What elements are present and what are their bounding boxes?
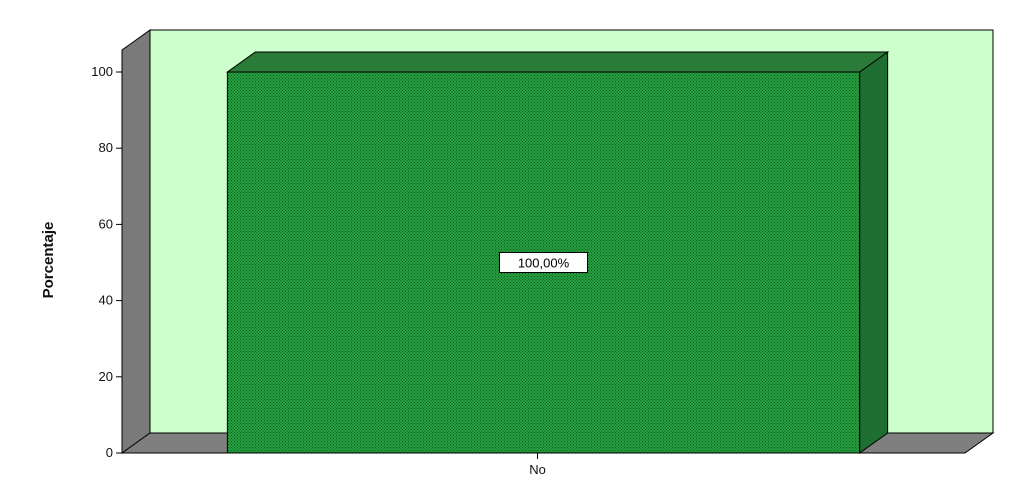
data-label-box <box>499 252 588 273</box>
y-tick-label: 60 <box>99 216 113 231</box>
y-tick-label: 100 <box>91 64 113 79</box>
y-tick-label: 40 <box>99 293 113 308</box>
x-labels: No <box>529 453 546 477</box>
bar-side <box>859 51 889 454</box>
y-tick-label: 20 <box>99 369 113 384</box>
data-label: 100,00% <box>518 256 570 271</box>
x-tick-label: No <box>529 462 546 477</box>
bar-no: 100,00% <box>225 51 890 454</box>
bars: 100,00% <box>225 51 890 454</box>
side-wall <box>121 29 151 454</box>
y-tick-label: 80 <box>99 140 113 155</box>
y-tick-label: 0 <box>106 445 113 460</box>
bar-top <box>225 51 890 73</box>
y-ticks: 0 20 40 60 80 100 <box>91 64 122 460</box>
